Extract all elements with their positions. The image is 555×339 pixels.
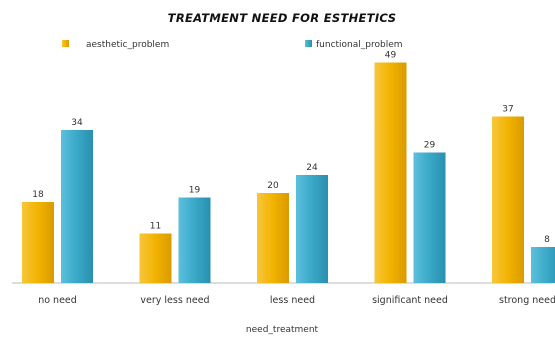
legend-swatch-functional-problem — [305, 40, 312, 47]
value-label-aesthetic-problem-strong-need: 37 — [502, 105, 513, 115]
chart-title: TREATMENT NEED FOR ESTHETICS — [168, 11, 397, 25]
value-label-functional-problem-no-need: 34 — [71, 118, 83, 128]
x-tick-label-strong-need: strong need — [499, 295, 555, 306]
value-label-functional-problem-very-less-need: 19 — [189, 186, 201, 196]
bar-aesthetic-problem-very-less-need — [139, 233, 172, 283]
x-tick-label-significant-need: significant need — [372, 295, 448, 306]
bars-group — [22, 62, 555, 283]
value-label-aesthetic-problem-less-need: 20 — [267, 181, 279, 191]
x-tick-label-less-need: less need — [270, 295, 315, 306]
legend-swatch-aesthetic-problem — [62, 40, 69, 47]
bar-functional-problem-no-need — [61, 130, 93, 283]
bar-functional-problem-strong-need — [531, 247, 555, 283]
legend-label-aesthetic-problem: aesthetic_problem — [86, 40, 169, 50]
bar-aesthetic-problem-significant-need — [374, 62, 407, 283]
x-axis-title: need_treatment — [246, 325, 319, 335]
x-tick-label-very-less-need: very less need — [140, 295, 209, 306]
x-tick-labels-group: no need very less need less need significan… — [38, 295, 555, 306]
bar-aesthetic-problem-strong-need — [492, 116, 524, 283]
legend-label-functional-problem: functional_problem — [316, 40, 403, 50]
legend: aesthetic_problem functional_problem — [62, 40, 403, 50]
bar-functional-problem-very-less-need — [178, 197, 211, 283]
bar-functional-problem-less-need — [296, 175, 328, 283]
value-label-aesthetic-problem-no-need: 18 — [32, 190, 44, 200]
value-labels-group: 18 34 11 19 20 24 49 29 37 8 — [32, 51, 550, 246]
value-label-functional-problem-strong-need: 8 — [544, 235, 550, 245]
bar-aesthetic-problem-no-need — [22, 202, 54, 283]
x-tick-label-no-need: no need — [38, 295, 77, 306]
bar-aesthetic-problem-less-need — [257, 193, 289, 283]
value-label-aesthetic-problem-very-less-need: 11 — [150, 222, 161, 232]
value-label-functional-problem-less-need: 24 — [306, 163, 318, 173]
bar-functional-problem-significant-need — [413, 152, 446, 283]
value-label-aesthetic-problem-significant-need: 49 — [385, 51, 397, 61]
value-label-functional-problem-significant-need: 29 — [424, 141, 436, 151]
